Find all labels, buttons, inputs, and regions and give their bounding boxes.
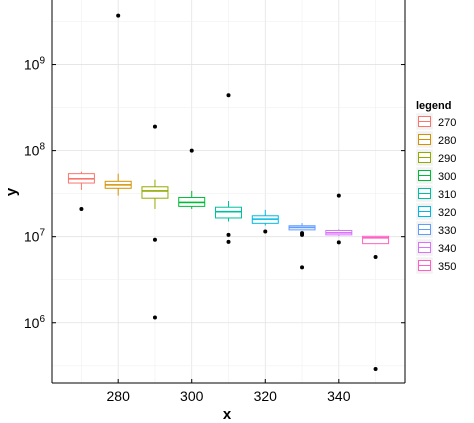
outlier-point: [300, 232, 305, 237]
outlier-point: [300, 265, 305, 270]
x-tick-label: 300: [180, 388, 204, 404]
outlier-point: [226, 239, 231, 244]
axes: [51, 0, 406, 384]
outlier-point: [79, 206, 84, 211]
y-tick-label: 109: [24, 56, 46, 73]
legend-label: 270: [438, 117, 456, 129]
x-axis-title: x: [223, 406, 232, 423]
legend-label: 350: [438, 261, 456, 273]
box-330: [288, 223, 316, 270]
legend-label: 290: [438, 153, 456, 165]
outlier-point: [152, 237, 157, 242]
box-340: [325, 193, 353, 245]
outlier-point: [116, 13, 121, 18]
outlier-point: [152, 124, 157, 129]
outlier-point: [226, 232, 231, 237]
legend-label: 300: [438, 171, 456, 183]
outlier-point: [336, 193, 341, 198]
legend-label: 280: [438, 135, 456, 147]
y-tick-label: 106: [24, 314, 46, 331]
y-axis-title: y: [3, 187, 20, 196]
grid-lines: [52, 0, 405, 383]
outlier-point: [373, 255, 378, 260]
y-tick-label: 107: [24, 228, 46, 245]
x-tick-label: 280: [107, 388, 131, 404]
box-300: [178, 148, 206, 209]
box-350: [362, 235, 390, 372]
box-series: [67, 13, 390, 372]
box-270: [67, 171, 95, 211]
outlier-point: [263, 229, 268, 234]
tick-labels: 106 107 108 109 280 300 320 340: [24, 56, 351, 404]
box-iqr: [141, 186, 169, 199]
box-310: [215, 93, 242, 244]
box-320: [251, 209, 279, 234]
legend-label: 320: [438, 207, 456, 219]
legend-title: legend: [416, 100, 451, 112]
outlier-point: [373, 367, 378, 372]
legend-label: 330: [438, 225, 456, 237]
outlier-point: [189, 148, 194, 153]
box-iqr: [215, 206, 242, 219]
box-280: [104, 13, 132, 196]
outlier-point: [336, 240, 341, 245]
outlier-point: [226, 93, 231, 98]
box-290: [141, 124, 169, 320]
legend-label: 310: [438, 189, 456, 201]
x-tick-label: 320: [254, 388, 278, 404]
box-iqr: [362, 235, 390, 245]
outlier-point: [152, 315, 157, 320]
x-tick-label: 340: [327, 388, 351, 404]
y-tick-label: 108: [24, 142, 46, 159]
legend-label: 340: [438, 243, 456, 255]
legend: legend 270 280 290 300 310 320 330 340 350: [415, 100, 456, 275]
